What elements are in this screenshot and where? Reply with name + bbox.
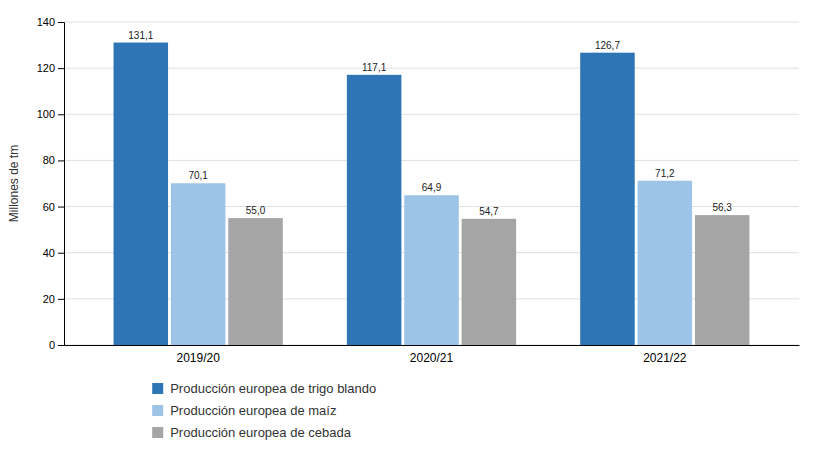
legend-label: Producción europea de maíz xyxy=(170,403,336,418)
tick-label: 80 xyxy=(43,154,55,166)
tick-mark xyxy=(58,68,64,69)
data-label: 131,1 xyxy=(128,30,153,41)
tick-label: 40 xyxy=(43,247,55,259)
grid-line xyxy=(64,68,799,69)
tick-mark xyxy=(58,22,64,23)
tick-label: 2020/21 xyxy=(410,351,454,365)
bar xyxy=(695,215,750,345)
bar xyxy=(580,53,635,345)
tick-label: 20 xyxy=(43,293,55,305)
tick-label: 2021/22 xyxy=(643,351,687,365)
legend-label: Producción europea de trigo blando xyxy=(170,381,376,396)
tick: 120 xyxy=(37,62,64,74)
tick: 2020/21 xyxy=(410,351,454,365)
tick-label: 60 xyxy=(43,201,55,213)
tick-label: 0 xyxy=(49,339,55,351)
tick: 2021/22 xyxy=(643,351,687,365)
axis-title: Millones de tm xyxy=(7,145,21,222)
grid-line xyxy=(64,160,799,161)
bars xyxy=(114,43,750,345)
tick: 20 xyxy=(43,293,64,305)
legend-label: Producción europea de cebada xyxy=(170,425,351,440)
axis-line xyxy=(65,345,800,346)
grid-line xyxy=(64,22,799,23)
tick-mark xyxy=(58,114,64,115)
legend: Producción europea de trigo blando Produc… xyxy=(152,381,376,440)
tick-label: 2019/20 xyxy=(176,351,220,365)
tick-mark xyxy=(58,253,64,254)
legend-item: Producción europea de cebada xyxy=(152,425,351,440)
legend-swatch xyxy=(152,383,163,394)
plot: 0 20 40 60 80 100 120 140 2019/20 2020/21 2021/22 M… xyxy=(7,16,800,365)
tick-mark xyxy=(58,345,64,346)
axis-line xyxy=(58,23,65,346)
bar xyxy=(228,218,283,345)
x-axis: 2019/20 2020/21 2021/22 xyxy=(65,346,800,365)
tick: 0 xyxy=(49,339,64,351)
y-axis: 0 20 40 60 80 100 120 140 xyxy=(37,16,65,351)
data-label: 117,1 xyxy=(362,62,387,73)
tick-mark xyxy=(58,207,64,208)
tick: 60 xyxy=(43,201,64,213)
data-labels: 131,1 117,1 126,7 70,1 64,9 71,2 55,0 54,7 56,3 xyxy=(128,30,732,217)
bar xyxy=(462,219,517,345)
tick-mark xyxy=(58,160,64,161)
data-label: 71,2 xyxy=(655,168,675,179)
legend-item: Producción europea de trigo blando xyxy=(152,381,376,396)
data-label: 70,1 xyxy=(188,170,208,181)
legend-item: Producción europea de maíz xyxy=(152,403,336,418)
bar xyxy=(114,43,169,345)
data-label: 55,0 xyxy=(246,205,266,216)
grid xyxy=(64,22,799,345)
bar xyxy=(638,181,693,345)
data-label: 54,7 xyxy=(479,206,499,217)
bar xyxy=(171,183,226,345)
tick: 100 xyxy=(37,108,64,120)
bar xyxy=(347,75,402,345)
data-label: 126,7 xyxy=(595,40,620,51)
data-label: 56,3 xyxy=(712,202,732,213)
legend-swatch xyxy=(152,405,163,416)
tick-label: 100 xyxy=(37,108,55,120)
tick: 2019/20 xyxy=(176,351,220,365)
tick: 40 xyxy=(43,247,64,259)
tick-label: 140 xyxy=(37,16,55,28)
legend-swatch xyxy=(152,427,163,438)
tick: 80 xyxy=(43,154,64,166)
grid-line xyxy=(64,114,799,115)
data-label: 64,9 xyxy=(422,182,442,193)
chart: 0 20 40 60 80 100 120 140 2019/20 2020/21 2021/22 M… xyxy=(0,0,819,461)
bar xyxy=(404,195,459,345)
tick-label: 120 xyxy=(37,62,55,74)
tick-mark xyxy=(58,299,64,300)
tick: 140 xyxy=(37,16,64,28)
